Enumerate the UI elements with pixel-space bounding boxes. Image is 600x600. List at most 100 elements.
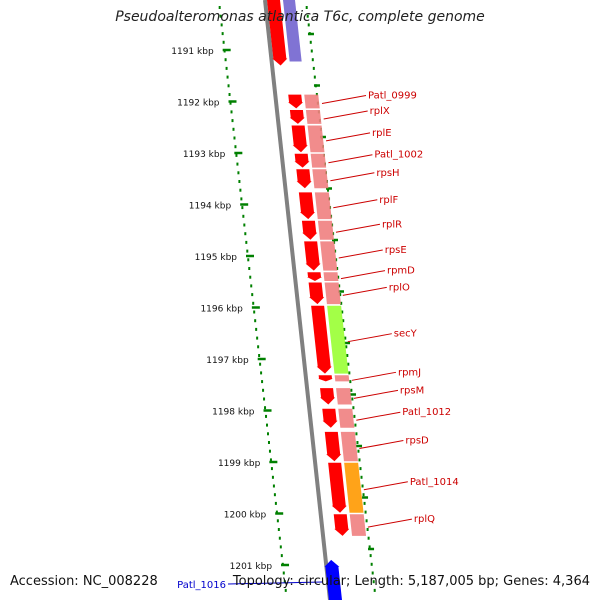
left-ring-dot [242,214,245,218]
map-title: Pseudoalteromonas atlantica T6c, complet… [115,9,485,25]
leader-line-secY [347,333,392,343]
gene-label-rpsH: rpsH [376,168,399,179]
kbp-label: 1197 kbp [206,356,249,366]
gene-label-Patl_0999: Patl_0999 [368,91,417,102]
left-ring-dot [246,249,249,253]
cog-bar-rpsH [312,169,329,189]
top-gene-arrow [267,0,288,66]
kbp-label: 1200 kbp [224,511,267,521]
left-ring-dot [237,171,240,175]
right-ring-dot [370,562,373,566]
right-ring-dot [357,449,360,453]
cog-bar-rpsM [336,388,352,405]
gene-label-rplF: rplF [379,195,398,206]
left-ring-dot [263,397,266,401]
left-ring-dot [282,571,285,575]
cog-bar-rplE [307,125,325,153]
gene-arrow-rplO [308,282,325,305]
gene-arrow-rplR [301,220,318,240]
gene-label-rpmD: rpmD [387,266,415,277]
gene-label-rplX: rplX [370,106,390,117]
left-ring-dot [221,32,224,36]
right-ring-dot [368,545,371,549]
left-ring-dot [240,197,243,201]
right-ring-dot [367,536,370,540]
left-ring-dot [230,110,233,114]
right-ring-dot [359,467,362,471]
cog-bar-Patl_1012 [338,408,355,428]
left-ring-dot [234,145,237,149]
kbp-label: 1199 kbp [218,459,261,469]
left-ring-dot [280,554,283,558]
leader-line-rpmJ [351,371,397,381]
right-ring-dot [339,293,342,297]
left-ring-dot [225,66,228,70]
left-ring-dot [277,528,280,531]
right-ring-dot [353,414,356,418]
right-ring-dot [346,354,349,357]
gene-label-rpsD: rpsD [405,436,429,447]
cog-bar-Patl_1014 [344,462,364,513]
right-ring-dot [372,580,375,584]
leader-line-Patl_1002 [328,154,373,164]
right-ring-dot [341,310,344,314]
left-ring-dot [235,153,238,157]
cog-bar-rplQ [349,514,367,536]
left-ring-dot [256,336,259,340]
left-ring-dot [278,536,281,540]
right-ring-dot [342,319,345,323]
gene-label-rpsE: rpsE [385,245,407,256]
left-ring-dot [267,441,270,444]
left-ring-dot [229,101,232,105]
cog-bar-Patl_0999 [304,94,320,109]
left-ring-dot [245,240,248,244]
left-ring-dot [266,423,269,427]
right-ring-dot [313,75,316,79]
genome-summary-text: Topology: circular; Length: 5,187,005 bp… [232,574,590,589]
gene-label-Patl_1012: Patl_1012 [402,407,451,418]
gene-arrow-rplX [289,110,305,124]
left-ring-dot [239,188,242,192]
gene-arrow-rpsM [320,388,336,405]
gene-arrow-rpsE [304,241,321,271]
left-ring-dot [261,380,264,384]
left-ring-dot [244,232,247,236]
left-ring-dot [254,319,257,323]
gene-label-rplQ: rplQ [414,514,435,525]
cog-bar-secY [327,305,349,374]
right-ring-dot [365,519,368,523]
left-ring-dot [262,388,265,392]
right-ring-dot [360,475,363,479]
leader-line-rplE [325,132,371,142]
left-ring-dot [226,75,229,79]
left-ring-dot [236,162,239,166]
leader-line-Patl_1014 [363,481,408,491]
right-ring-dot [371,571,374,575]
left-ring-dot [251,293,254,297]
left-ring-dot [276,519,279,523]
cog-bar-rplO [324,282,341,305]
gene-label-secY: secY [394,329,418,340]
right-ring-dot [349,380,352,384]
leader-line-rpsD [359,440,404,450]
bottom-gene-arrow [324,559,342,600]
right-ring-dot [350,388,353,392]
right-ring-dot [345,345,348,349]
kbp-label: 1193 kbp [183,150,226,160]
left-ring-dot [224,58,227,62]
left-ring-dot [268,449,271,453]
gene-label-Patl_1002: Patl_1002 [374,150,423,161]
left-ring-dot [218,6,221,9]
right-ring-dot [355,432,358,436]
left-ring-dot [274,501,277,505]
left-ring-dot [250,284,253,288]
right-ring-dot [306,14,309,18]
right-ring-dot [361,484,364,488]
right-ring-dot [337,275,340,279]
kbp-label: 1196 kbp [200,305,243,315]
left-ring-dot [283,580,286,584]
right-ring-dot [307,23,310,27]
left-ring-dot [265,414,268,418]
left-ring-dot [220,23,223,27]
